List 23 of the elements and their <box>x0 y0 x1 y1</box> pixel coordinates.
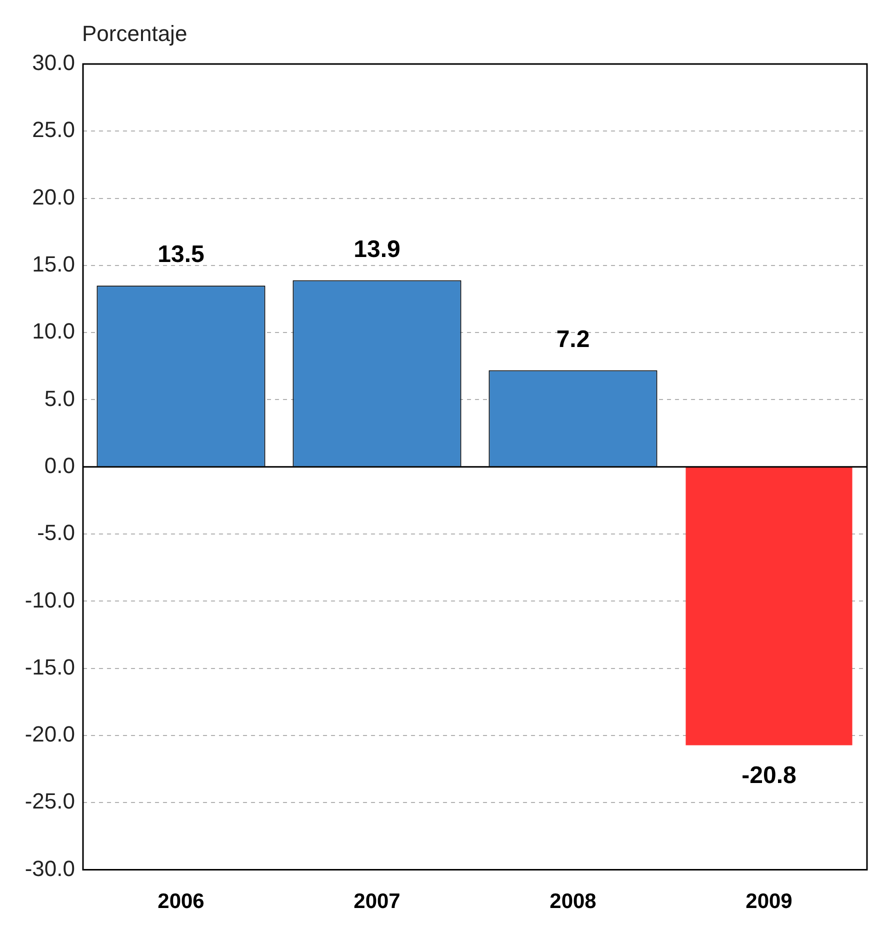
data-label: 7.2 <box>556 326 590 353</box>
y-tick-label: -30.0 <box>24 856 75 881</box>
x-tick-label: 2009 <box>746 890 792 914</box>
y-axis-title: Porcentaje <box>82 21 188 46</box>
y-tick-label: -25.0 <box>24 788 75 814</box>
y-tick-label: 10.0 <box>32 318 75 344</box>
y-tick-label: 20.0 <box>32 184 75 210</box>
y-tick-label: 0.0 <box>44 452 75 478</box>
y-tick-label: -10.0 <box>24 587 75 612</box>
x-tick-label: 2007 <box>354 890 400 914</box>
y-tick-label: 25.0 <box>32 117 75 142</box>
bar <box>686 467 852 746</box>
y-tick-label: -5.0 <box>37 520 75 546</box>
y-tick-label: 5.0 <box>44 386 75 411</box>
data-label: 13.9 <box>354 236 400 263</box>
data-label: -20.8 <box>742 762 796 789</box>
data-label: 13.5 <box>158 241 204 268</box>
x-tick-label: 2008 <box>550 890 597 914</box>
y-tick-label: -15.0 <box>24 654 75 680</box>
y-tick-label: 15.0 <box>32 252 75 277</box>
y-tick-label: 30.0 <box>32 50 75 76</box>
x-tick-label: 2006 <box>158 890 204 914</box>
y-tick-label: -20.0 <box>24 722 75 747</box>
